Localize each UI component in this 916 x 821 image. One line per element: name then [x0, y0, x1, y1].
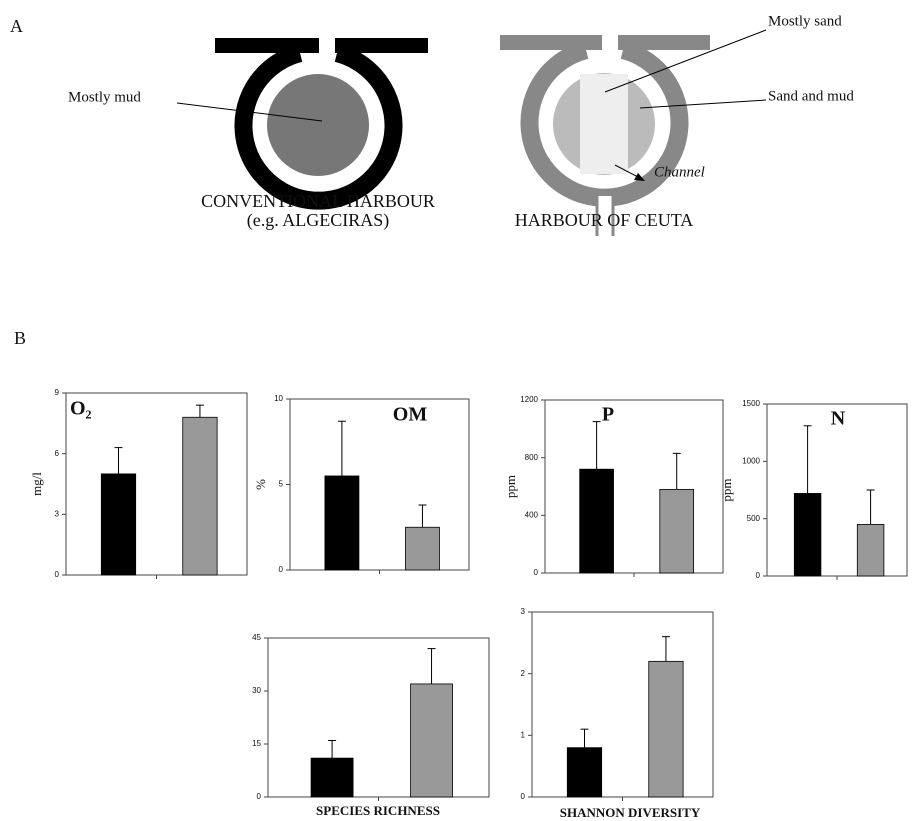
bar: [580, 469, 614, 573]
caption: CONVENTIONAL HARBOUR: [201, 191, 435, 211]
plot-frame: [532, 612, 713, 797]
y-tick-label: 9: [55, 388, 60, 397]
error-bar: [338, 421, 346, 476]
error-bar: [867, 490, 875, 524]
error-bar: [580, 729, 588, 748]
y-tick-label: 0: [55, 570, 60, 579]
y-axis-label: ppm: [503, 475, 518, 498]
chart-title: SPECIES RICHNESS: [316, 803, 440, 818]
error-bar: [428, 649, 436, 684]
plot-frame: [268, 638, 489, 797]
y-tick-label: 0: [756, 571, 761, 580]
y-axis-label: ppm: [719, 478, 734, 501]
error-bar: [328, 740, 336, 758]
caption: (e.g. ALGECIRAS): [247, 210, 390, 231]
y-tick-label: 5: [279, 480, 284, 489]
chart-title: OM: [393, 404, 428, 426]
caption: HARBOUR OF CEUTA: [515, 210, 694, 230]
ceuta-harbour: [500, 35, 710, 236]
bar: [794, 493, 821, 576]
plot-frame: [66, 393, 247, 575]
bar: [405, 527, 439, 570]
chart-title: O₂: [70, 398, 92, 420]
error-bar: [804, 426, 812, 494]
bar: [311, 758, 353, 797]
conventional-harbour: [215, 38, 428, 201]
y-tick-label: 3: [521, 607, 526, 616]
y-tick-label: 0: [534, 568, 539, 577]
bar: [101, 474, 135, 575]
y-tick-label: 1200: [520, 395, 538, 404]
y-axis-label: mg/l: [29, 472, 44, 496]
bar: [857, 524, 884, 576]
plot-frame: [290, 399, 469, 570]
error-bar: [114, 448, 122, 474]
error-bar: [673, 453, 681, 489]
error-bar: [418, 505, 426, 527]
y-tick-label: 2: [521, 669, 526, 678]
y-tick-label: 0: [279, 565, 284, 574]
bar: [649, 661, 683, 797]
y-tick-label: 400: [525, 510, 539, 519]
label: Mostly mud: [68, 89, 141, 105]
panel-label: A: [10, 16, 23, 36]
y-tick-label: 800: [525, 453, 539, 462]
chart-title: N: [831, 408, 846, 430]
plot-frame: [545, 400, 723, 573]
y-tick-label: 15: [252, 739, 261, 748]
bar: [660, 489, 694, 573]
y-tick-label: 10: [274, 394, 283, 403]
plot-frame: [767, 404, 907, 576]
bar: [411, 684, 453, 797]
y-tick-label: 0: [257, 792, 262, 801]
y-tick-label: 1000: [742, 456, 760, 465]
y-tick-label: 30: [252, 686, 261, 695]
y-tick-label: 6: [55, 449, 60, 458]
bar: [325, 476, 359, 570]
error-bar: [593, 422, 601, 470]
y-tick-label: 1: [521, 730, 526, 739]
y-axis-label: %: [253, 479, 268, 490]
y-tick-label: 0: [521, 792, 526, 801]
bar: [183, 417, 217, 575]
panel-label: B: [14, 328, 26, 348]
bar: [567, 748, 601, 797]
error-bar: [196, 405, 204, 417]
label: Mostly sand: [768, 13, 842, 29]
error-bar: [662, 637, 670, 662]
label: Sand and mud: [768, 88, 854, 104]
label: Channel: [654, 164, 705, 180]
chart-title: SHANNON DIVERSITY: [560, 805, 701, 820]
y-tick-label: 500: [747, 514, 761, 523]
y-tick-label: 3: [55, 509, 60, 518]
figure: A B Mostly mud CONVENTIONAL HARBOUR (e.g…: [0, 0, 916, 821]
chart-title: P: [602, 404, 614, 426]
y-tick-label: 45: [252, 633, 261, 642]
y-tick-label: 1500: [742, 399, 760, 408]
page: A B Mostly mud CONVENTIONAL HARBOUR (e.g…: [0, 0, 916, 821]
